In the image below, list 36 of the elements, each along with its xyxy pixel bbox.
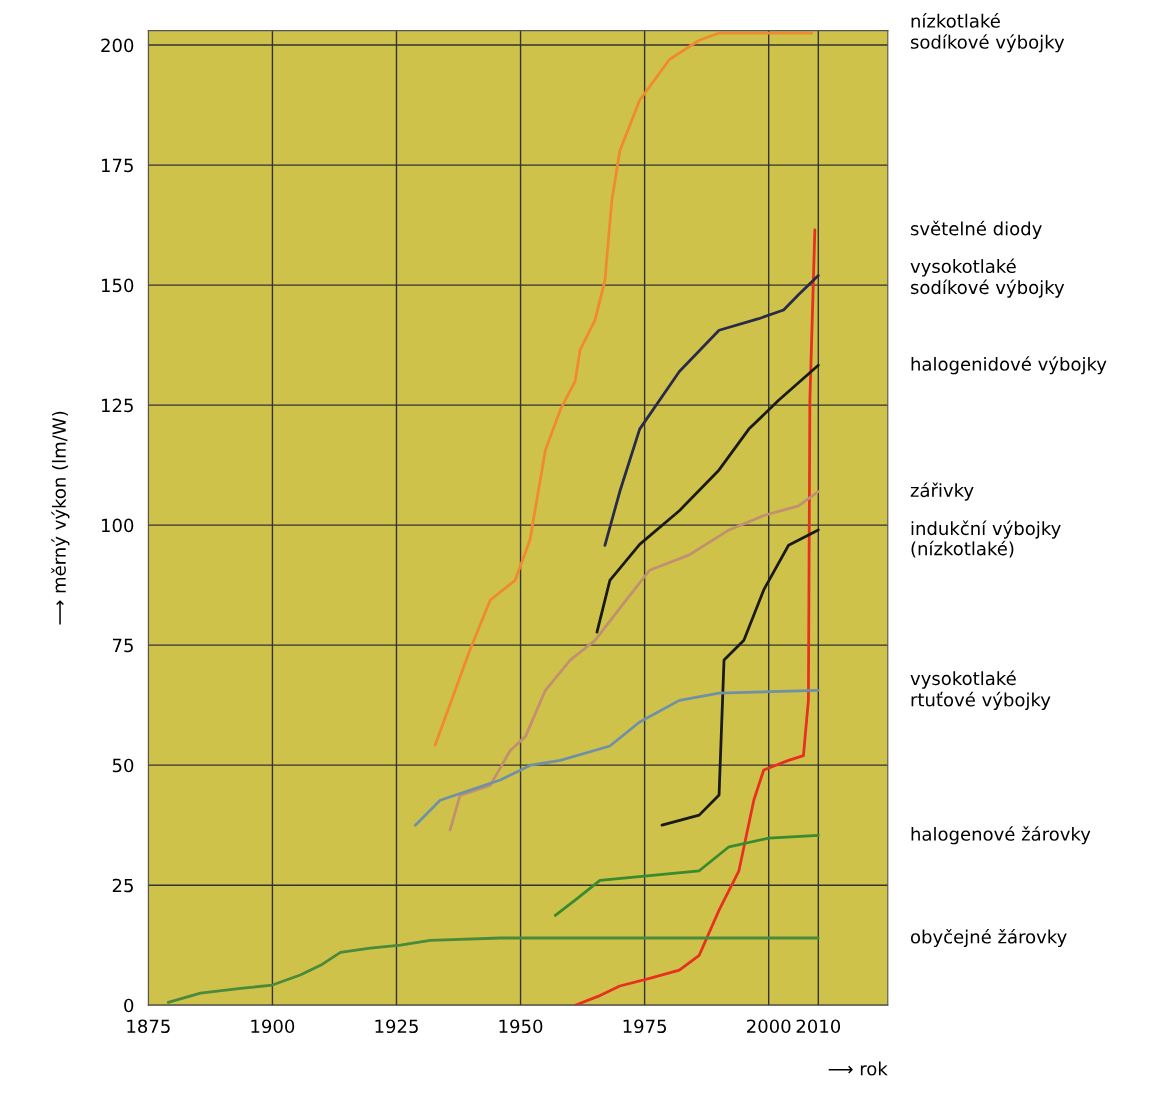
x-tick-label: 1975 [623,1019,667,1034]
y-tick-label: 175 [101,158,133,173]
x-tick-label: 2000 [747,1019,791,1034]
y-tick-label: 100 [101,518,134,533]
text: obyčejné žárovky [910,928,1067,948]
text: nízkotlaké sodíkové výbojky [910,13,1065,53]
text: halogenové žárovky [911,826,1091,845]
y-tick-label: 125 [101,398,133,413]
text: vysokotlaké sodíkové výbojky [910,258,1065,298]
y-tick-label: 25 [112,878,133,893]
line-series [603,274,820,547]
y-tick-label: 200 [101,38,134,53]
line-series [166,936,820,1004]
text: zářivky [910,482,974,501]
text: vysokotlaké rtuťové výbojky [910,670,1051,711]
x-tick-label: 1875 [127,1019,170,1034]
line-series [413,688,820,827]
x-axis-title: ⟶ rok [828,1061,888,1076]
line-series [553,833,820,917]
line-series [660,528,820,827]
x-tick-label: 1925 [375,1019,418,1034]
text: světelné diody [910,220,1042,239]
x-tick-label: 1950 [499,1019,543,1034]
y-tick-label: 75 [112,638,133,653]
line-series [448,490,820,832]
text: indukční výbojky (nízkotlaké) [911,520,1061,558]
x-tick-label: 2010 [796,1019,841,1034]
text: halogenidové výbojky [911,356,1107,375]
x-tick-label: 1900 [251,1019,295,1034]
y-tick-label: 0 [124,998,134,1013]
y-axis-title: ⟶ měrný výkon (lm/W) [51,411,70,625]
line-series [433,31,814,747]
line-series [573,228,817,1006]
line-series [595,363,820,634]
y-tick-label: 150 [101,278,134,293]
y-tick-label: 50 [112,758,134,773]
